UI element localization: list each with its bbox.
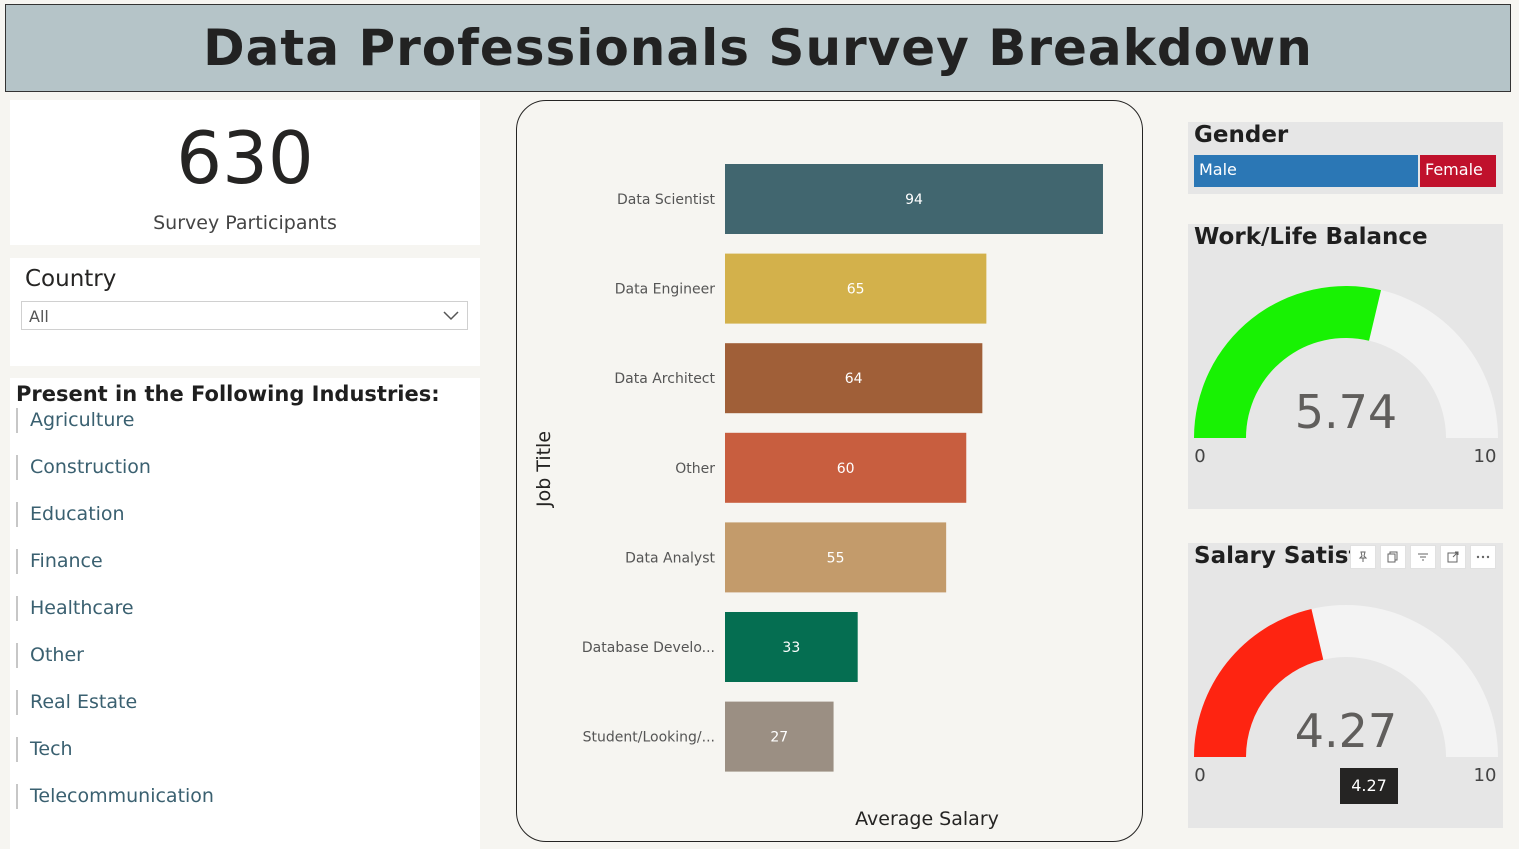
gauge-value: 4.27 [1295, 704, 1397, 758]
bar-value-label: 94 [905, 192, 923, 208]
more-options-icon[interactable] [1470, 545, 1496, 569]
visual-header-toolbar [1350, 545, 1505, 571]
y-axis-title: Job Title [533, 431, 555, 508]
filter-icon[interactable] [1410, 545, 1436, 569]
focus-mode-icon[interactable] [1440, 545, 1466, 569]
industry-item-healthcare[interactable]: Healthcare [16, 596, 456, 621]
gender-female-button[interactable]: Female [1420, 155, 1496, 187]
category-label: Data Architect [614, 371, 715, 387]
bar-value-label: 65 [847, 282, 865, 298]
bar-6[interactable] [725, 701, 834, 772]
industries-title: Present in the Following Industries: [16, 382, 440, 406]
category-label: Data Engineer [615, 282, 715, 298]
bar-2[interactable] [725, 343, 983, 414]
industry-item-tech[interactable]: Tech [16, 737, 456, 762]
gauge-value: 5.74 [1295, 385, 1397, 439]
chevron-down-icon [443, 311, 459, 321]
category-label: Student/Looking/... [583, 730, 715, 746]
country-slicer-title: Country [25, 266, 117, 292]
salary-satisfaction-title: Salary Satisf [1194, 543, 1359, 569]
country-slicer: Country All [10, 258, 480, 366]
participants-count: 630 [176, 116, 314, 200]
work-life-gauge-card: Work/Life Balance 5.74 0 10 [1188, 224, 1503, 509]
industry-item-telecommunication[interactable]: Telecommunication [16, 784, 456, 809]
x-axis-title: Average Salary [855, 808, 999, 830]
salary-satisfaction-gauge: 4.27 0 10 [1194, 605, 1498, 786]
industry-item-construction[interactable]: Construction [16, 455, 456, 480]
industry-item-other[interactable]: Other [16, 643, 456, 668]
gauge-fill [1194, 608, 1324, 757]
gender-male-button[interactable]: Male [1194, 155, 1418, 187]
page-title: Data Professionals Survey Breakdown [203, 19, 1313, 77]
bar-value-label: 27 [770, 730, 788, 746]
category-label: Database Develo... [582, 640, 715, 656]
category-label: Other [675, 461, 715, 477]
country-dropdown[interactable]: All [21, 301, 468, 330]
industry-item-agriculture[interactable]: Agriculture [16, 408, 456, 433]
gauge-max-label: 10 [1474, 765, 1497, 786]
kpi-card: 630 Survey Participants [10, 100, 480, 245]
bar-value-label: 55 [827, 550, 845, 566]
category-label: Data Scientist [617, 192, 716, 208]
country-dropdown-value: All [29, 307, 49, 326]
bar-1[interactable] [725, 253, 987, 324]
bar-5[interactable] [725, 612, 858, 682]
participants-label: Survey Participants [153, 212, 337, 234]
industries-list: Agriculture Construction Education Finan… [16, 408, 456, 831]
copy-icon[interactable] [1380, 545, 1406, 569]
industry-item-real-estate[interactable]: Real Estate [16, 690, 456, 715]
industry-item-finance[interactable]: Finance [16, 549, 456, 574]
gauge-max-label: 10 [1474, 446, 1497, 467]
gender-title: Gender [1194, 122, 1289, 148]
dashboard-header: Data Professionals Survey Breakdown [5, 4, 1511, 92]
work-life-title: Work/Life Balance [1194, 224, 1428, 250]
bar-value-label: 33 [782, 640, 800, 656]
category-label: Data Analyst [625, 550, 715, 566]
pin-icon[interactable] [1350, 545, 1376, 569]
gauge-min-label: 0 [1194, 446, 1205, 467]
gender-slicer: Gender Male Female [1188, 122, 1503, 194]
bar-chart-svg: 94 Data Scientist 65 Data Engineer 64 Data Ar… [533, 164, 1103, 830]
bar-0[interactable] [725, 164, 1103, 234]
bar-3[interactable] [725, 432, 967, 503]
bar-value-label: 60 [837, 461, 855, 477]
industries-slicer: Present in the Following Industries: Agr… [10, 378, 480, 849]
salary-by-job-chart[interactable]: 94 Data Scientist 65 Data Engineer 64 Data Ar… [516, 100, 1143, 842]
value-tooltip: 4.27 [1340, 768, 1398, 804]
industry-item-education[interactable]: Education [16, 502, 456, 527]
gauge-min-label: 0 [1194, 765, 1205, 786]
bar-4[interactable] [725, 522, 947, 593]
bar-value-label: 64 [845, 371, 863, 387]
work-life-gauge: 5.74 0 10 [1194, 286, 1498, 467]
gauge-fill [1194, 286, 1382, 438]
